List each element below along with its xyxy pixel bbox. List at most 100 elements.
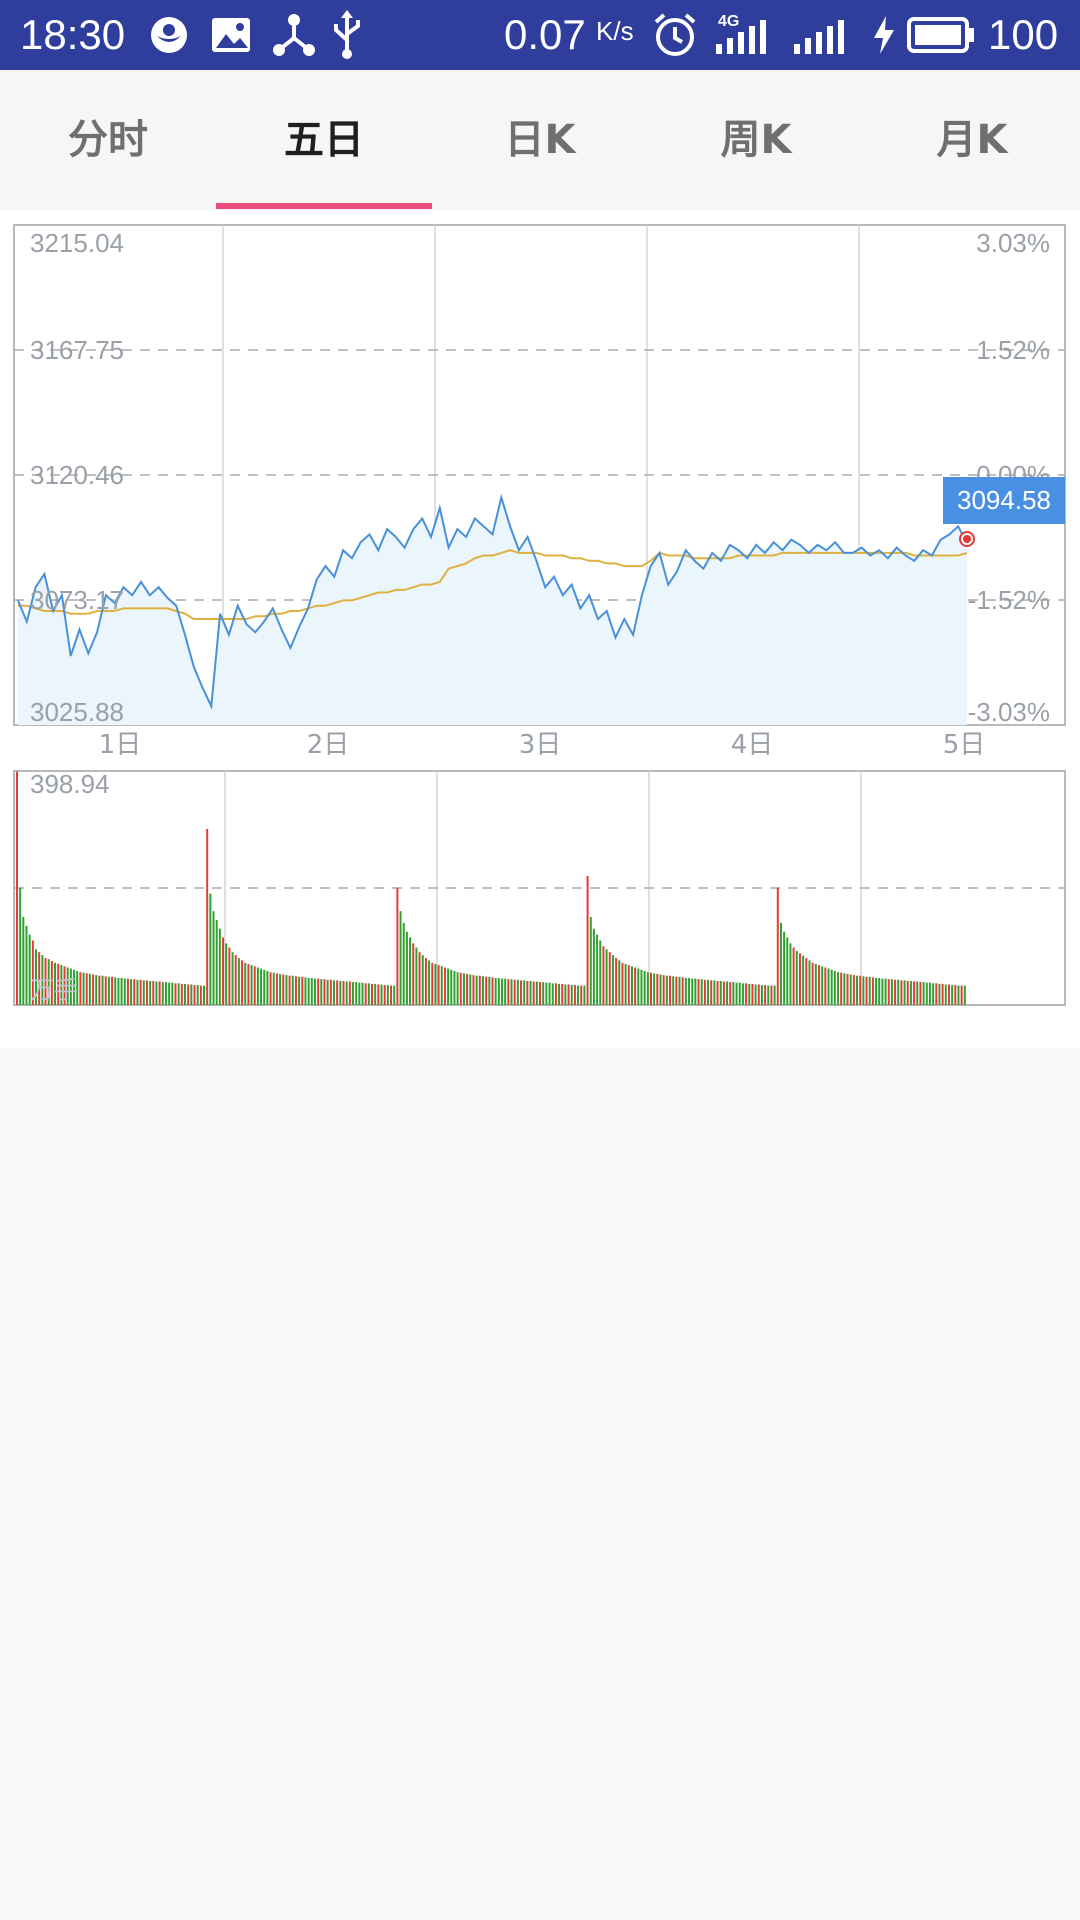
volume-bar xyxy=(88,973,91,1005)
battery-level: 100 xyxy=(988,11,1059,58)
volume-bar xyxy=(456,972,459,1005)
volume-bar xyxy=(272,972,275,1005)
volume-bar xyxy=(443,967,446,1005)
volume-bar xyxy=(282,974,285,1005)
price-panel: 3215.04 3167.75 3120.46 3073.17 3025.88 3.03%… xyxy=(13,224,1066,727)
volume-bar xyxy=(551,983,554,1005)
volume-bar xyxy=(751,983,754,1005)
volume-bar xyxy=(28,934,31,1005)
volume-bar xyxy=(206,829,209,1005)
volume-bar xyxy=(599,940,602,1005)
volume-bar xyxy=(222,937,225,1005)
volume-bar xyxy=(126,978,129,1005)
volume-panel: 398.94 万手 xyxy=(13,769,1066,1006)
current-price-tag: 3094.58 xyxy=(943,477,1065,524)
volume-bar xyxy=(767,985,770,1005)
volume-bar xyxy=(285,975,288,1005)
volume-unit-label: 万手 xyxy=(30,976,78,1004)
day-axis-label: 3日 xyxy=(519,730,562,760)
volume-bar xyxy=(577,985,580,1005)
volume-bar xyxy=(333,980,335,1005)
volume-bar xyxy=(523,980,526,1005)
volume-bar xyxy=(244,962,247,1005)
volume-bar xyxy=(643,971,646,1005)
volume-bar xyxy=(650,972,652,1005)
volume-bar xyxy=(475,975,478,1005)
volume-bar xyxy=(79,972,82,1005)
volume-bar xyxy=(726,981,729,1005)
volume-bar xyxy=(554,983,557,1005)
volume-bar xyxy=(298,976,301,1005)
volume-bar xyxy=(916,981,919,1005)
charging-icon xyxy=(874,16,894,54)
volume-bar xyxy=(821,966,824,1005)
volume-bar xyxy=(824,967,827,1005)
volume-bar xyxy=(738,982,741,1005)
volume-bar xyxy=(960,985,963,1005)
signal-icon xyxy=(716,20,766,54)
volume-bar xyxy=(447,968,450,1005)
volume-bar xyxy=(840,972,843,1005)
five-day-chart[interactable]: 3215.04 3167.75 3120.46 3073.17 3025.88 3.03%… xyxy=(0,210,1080,1048)
volume-bar xyxy=(73,969,76,1005)
volume-bar xyxy=(770,985,773,1005)
volume-bar xyxy=(466,973,469,1005)
volume-bar xyxy=(662,975,665,1005)
volume-bar xyxy=(453,971,456,1005)
volume-bar xyxy=(694,978,697,1005)
tab-five-day[interactable]: 五日 xyxy=(284,117,364,163)
volume-bar xyxy=(903,980,906,1005)
volume-bar xyxy=(748,983,751,1005)
volume-bar xyxy=(352,982,354,1005)
volume-bar xyxy=(932,983,935,1005)
volume-bar xyxy=(878,978,881,1005)
volume-bar xyxy=(203,985,205,1005)
alarm-icon xyxy=(654,13,696,56)
volume-bar xyxy=(688,978,691,1005)
volume-bar xyxy=(16,771,18,1005)
current-price-tag-bg xyxy=(943,477,1065,524)
volume-bar xyxy=(377,984,380,1005)
volume-bar xyxy=(69,968,72,1005)
usb-icon xyxy=(334,10,360,59)
volume-bar xyxy=(783,931,786,1005)
volume-bar xyxy=(396,887,399,1005)
tab-intraday[interactable]: 分时 xyxy=(68,117,148,163)
volume-bar xyxy=(136,979,139,1005)
volume-bar xyxy=(161,982,164,1005)
volume-bar xyxy=(862,976,865,1005)
status-time: 18:30 xyxy=(20,11,126,58)
volume-bar xyxy=(627,965,630,1005)
tab-daily-k[interactable]: 日K xyxy=(504,117,576,163)
tab-monthly-k[interactable]: 月K xyxy=(936,117,1008,163)
volume-bar xyxy=(348,981,351,1005)
volume-bar xyxy=(491,977,494,1005)
volume-bar xyxy=(95,975,98,1005)
volume-bar xyxy=(329,979,332,1005)
volume-bar xyxy=(760,985,763,1005)
volume-bar xyxy=(107,976,110,1005)
volume-bar xyxy=(383,985,386,1005)
volume-bar xyxy=(542,982,545,1005)
day-axis-label: 5日 xyxy=(943,730,986,760)
volume-bar xyxy=(529,981,532,1005)
volume-bar xyxy=(402,922,405,1005)
volume-bar xyxy=(586,876,589,1005)
volume-bar xyxy=(684,978,687,1005)
percent-axis-label: 3.03% xyxy=(976,228,1050,258)
day-axis-label: 1日 xyxy=(99,730,142,760)
volume-bar xyxy=(805,958,808,1005)
volume-bar xyxy=(944,984,947,1005)
volume-bar xyxy=(92,974,95,1005)
volume-bar xyxy=(634,967,637,1005)
percent-axis-label: 1.52% xyxy=(976,335,1050,365)
volume-bar xyxy=(393,985,396,1005)
volume-bar xyxy=(852,975,855,1005)
percent-axis-label: -1.52% xyxy=(968,585,1050,615)
volume-bar xyxy=(922,982,925,1005)
volume-bar xyxy=(288,975,291,1005)
tab-weekly-k[interactable]: 周K xyxy=(720,117,792,163)
volume-bar xyxy=(57,963,60,1005)
volume-bar xyxy=(887,979,890,1005)
volume-bar xyxy=(85,973,88,1005)
